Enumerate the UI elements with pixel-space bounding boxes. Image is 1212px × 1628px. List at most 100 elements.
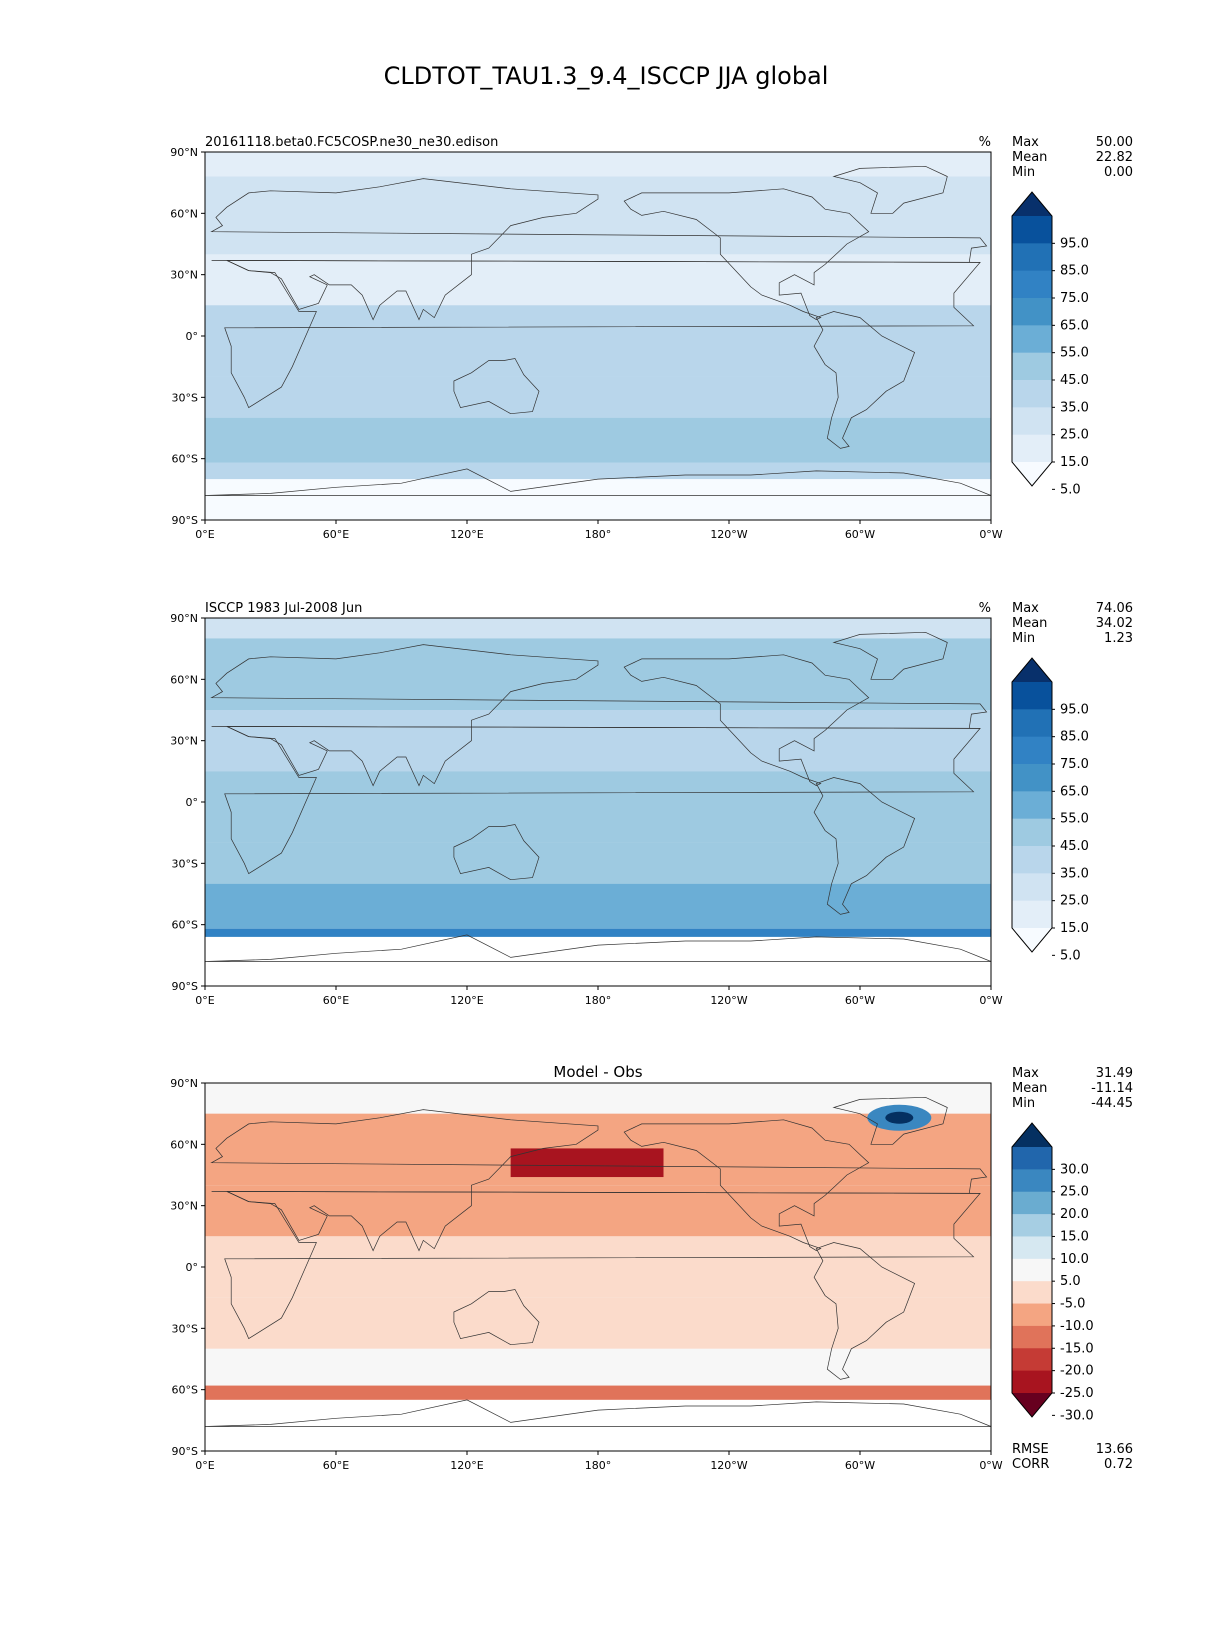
lon-tick-label: 120°E — [450, 994, 483, 1007]
coastline — [832, 631, 948, 680]
field-band — [205, 1297, 991, 1349]
colorbar-tick-label: 75.0 — [1060, 291, 1089, 306]
coastline — [204, 934, 992, 962]
panel-title: ISCCP 1983 Jul-2008 Jun — [205, 601, 362, 616]
stat-label: Max — [1012, 135, 1039, 150]
colorbar-segment — [1012, 1370, 1052, 1394]
stat-label: Mean — [1012, 1081, 1047, 1096]
colorbar-segment — [1012, 1236, 1052, 1260]
colorbar-segment — [1012, 325, 1052, 354]
lon-tick-label: 0°W — [979, 994, 1002, 1007]
lat-tick-label: 90°S — [172, 1445, 198, 1458]
panels-layer: 90°N60°N30°N0°30°S60°S90°S0°E 60°E 120°E 18… — [170, 135, 1133, 1472]
units-label: % — [979, 135, 991, 150]
colorbar-segment — [1012, 1191, 1052, 1215]
lat-tick-label: 90°N — [170, 612, 198, 625]
field-patch — [885, 1111, 914, 1124]
colorbar: 30.0 25.0 20.0 15.0 10.0 5.0 -5.0 -10.0 -15.0 -20… — [1011, 1122, 1094, 1423]
lon-tick-label: 60°W — [845, 1459, 875, 1472]
colorbar-tick-label: 85.0 — [1060, 730, 1089, 745]
lon-tick-label: 120°E — [450, 528, 483, 541]
colorbar-segment — [1012, 791, 1052, 820]
coastline — [832, 165, 948, 214]
coastline — [813, 777, 916, 915]
coastline — [453, 1289, 540, 1346]
colorbar-tick-label: 95.0 — [1060, 702, 1089, 717]
lat-tick-label: 60°S — [172, 919, 198, 932]
lon-tick-label: 60°E — [323, 528, 349, 541]
field-band — [205, 1185, 991, 1237]
colorbar-tick-label: 15.0 — [1060, 1229, 1089, 1244]
field-band — [205, 417, 991, 463]
colorbar-segment — [1012, 1281, 1052, 1305]
lon-tick-label: 0°E — [195, 994, 214, 1007]
colorbar-segment — [1012, 1214, 1052, 1237]
colorbar-extend-bottom — [1012, 928, 1052, 952]
field-band — [205, 618, 991, 639]
stat-value: 1.23 — [1104, 631, 1133, 646]
colorbar-segment — [1012, 736, 1052, 765]
stat-label: Mean — [1012, 616, 1047, 631]
colorbar-tick-label: 65.0 — [1060, 318, 1089, 333]
colorbar-segment — [1012, 216, 1052, 244]
field-band — [205, 1385, 991, 1400]
colorbar-tick-label: 5.0 — [1060, 482, 1081, 497]
field-band — [205, 152, 991, 177]
colorbar-tick-label: 45.0 — [1060, 839, 1089, 854]
field-band — [205, 771, 991, 843]
colorbar-tick-label: 45.0 — [1060, 373, 1089, 388]
colorbar-segment — [1012, 243, 1052, 272]
lon-tick-label: 120°W — [710, 1459, 747, 1472]
stat-value: 22.82 — [1096, 150, 1133, 165]
field-band — [205, 1236, 991, 1298]
lon-tick-label: 180° — [585, 528, 612, 541]
colorbar: 95.0 85.0 75.0 65.0 55.0 45.0 35.0 25.0 15.0 5.0 — [1011, 657, 1089, 963]
colorbar-tick-label: -5.0 — [1060, 1297, 1085, 1312]
lon-tick-label: 180° — [585, 994, 612, 1007]
colorbar-tick-label: 85.0 — [1060, 264, 1089, 279]
lat-tick-label: 30°N — [170, 1200, 198, 1213]
lat-tick-label: 60°N — [170, 673, 198, 686]
stat-label: Min — [1012, 1096, 1035, 1111]
lon-tick-label: 120°W — [710, 994, 747, 1007]
colorbar-segment — [1012, 434, 1052, 463]
colorbar-tick-label: 55.0 — [1060, 812, 1089, 827]
colorbar-tick-label: 25.0 — [1060, 894, 1089, 909]
field-band — [205, 1399, 991, 1451]
colorbar-tick-label: 5.0 — [1060, 1274, 1081, 1289]
stat-label: RMSE — [1012, 1442, 1049, 1457]
coastline — [210, 1109, 988, 1252]
colorbar-segment — [1012, 270, 1052, 299]
colorbar-tick-label: 25.0 — [1060, 1185, 1089, 1200]
colorbar-tick-label: -10.0 — [1060, 1319, 1094, 1334]
colorbar-tick-label: 65.0 — [1060, 784, 1089, 799]
stat-value: 31.49 — [1096, 1066, 1133, 1081]
colorbar-extend-top — [1012, 1123, 1052, 1147]
map-panel-diff: 90°N 60°N 30°N 0° 30°S 60°S 90°S0°E 60°E 120°E 18… — [170, 1063, 1133, 1472]
colorbar-tick-label: 5.0 — [1060, 948, 1081, 963]
colorbar-segment — [1012, 709, 1052, 738]
colorbar-segment — [1012, 1147, 1052, 1170]
colorbar-extend-top — [1012, 658, 1052, 682]
units-label: % — [979, 601, 991, 616]
coastline — [813, 311, 916, 449]
colorbar-extend-bottom — [1012, 462, 1052, 486]
colorbar-segment — [1012, 352, 1052, 381]
field-band — [205, 462, 991, 480]
field-band — [205, 479, 991, 520]
field-patch — [510, 1148, 664, 1178]
colorbar-tick-label: 55.0 — [1060, 346, 1089, 361]
stat-value: 0.72 — [1104, 1457, 1133, 1472]
panel-title: Model - Obs — [553, 1063, 642, 1081]
stat-label: Mean — [1012, 150, 1047, 165]
figure-title: CLDTOT_TAU1.3_9.4_ISCCP JJA global — [384, 62, 829, 90]
colorbar-tick-label: 15.0 — [1060, 921, 1089, 936]
lat-tick-label: 30°N — [170, 269, 198, 282]
coastline — [623, 654, 870, 786]
stat-value: -11.14 — [1091, 1081, 1133, 1096]
lat-tick-label: 0° — [186, 796, 199, 809]
stat-value: -44.45 — [1091, 1096, 1133, 1111]
stat-value: 50.00 — [1096, 135, 1133, 150]
lat-tick-label: 0° — [186, 1261, 199, 1274]
map-panel-ref: 90°N 60°N 30°N 0° 30°S 60°S 90°S0°E 60°E 120°E 18… — [170, 601, 1133, 1007]
